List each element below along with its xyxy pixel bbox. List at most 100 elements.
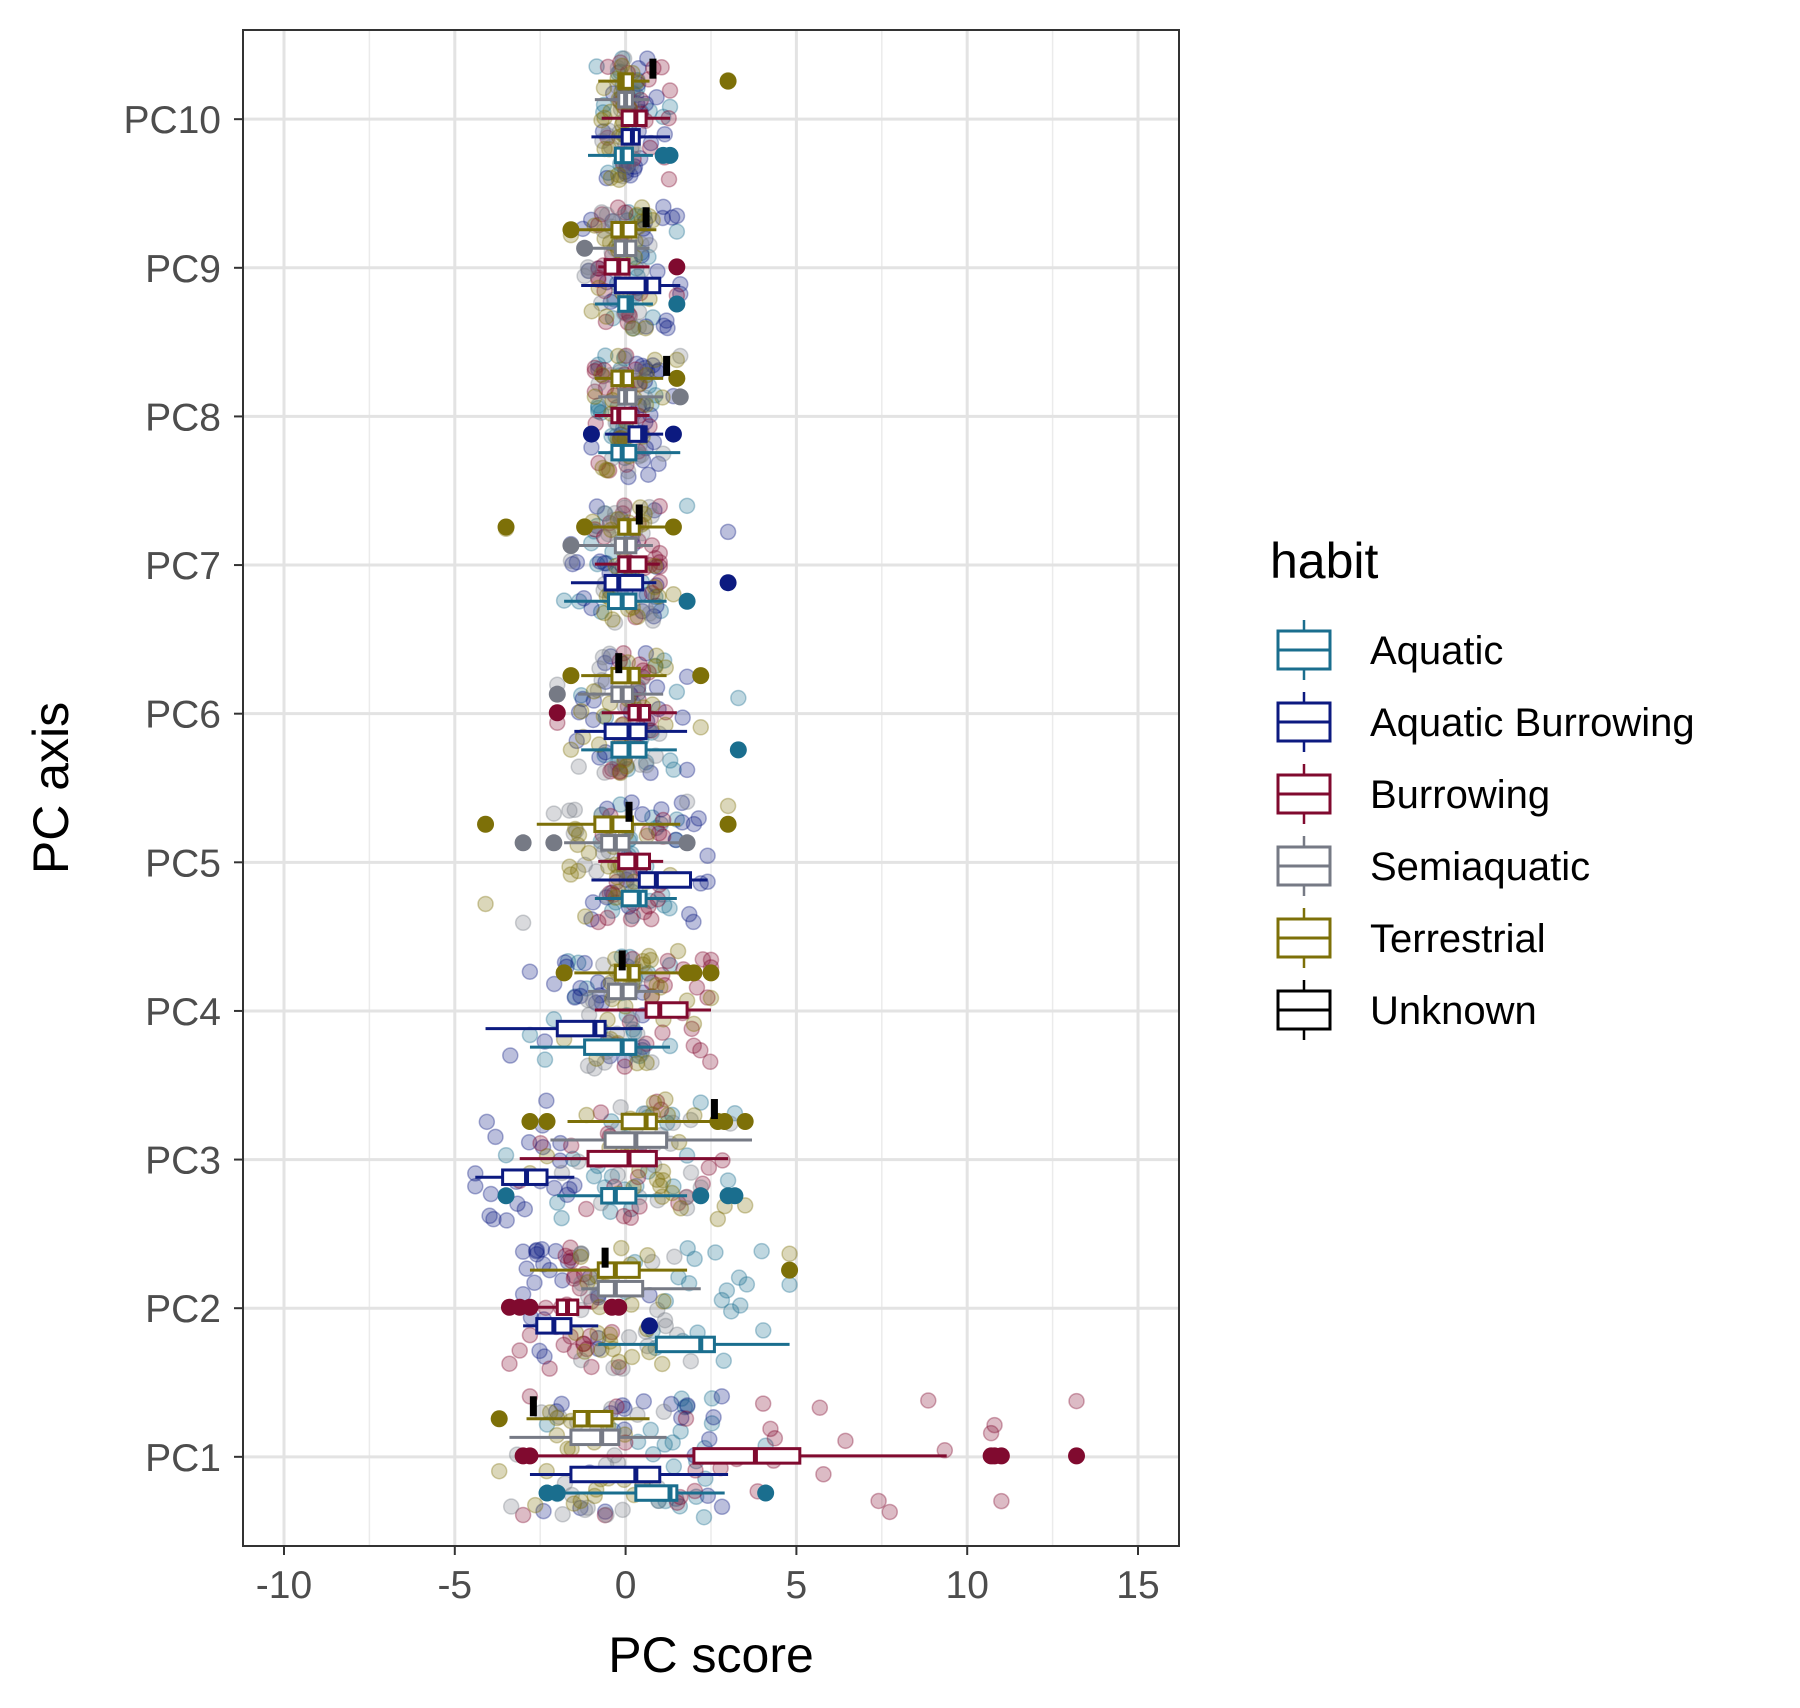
jitter-point [654, 209, 671, 227]
jitter-point [656, 1311, 674, 1329]
box-aquatic [538, 1484, 775, 1502]
unknown-box [615, 653, 623, 674]
jitter-point [738, 1276, 756, 1293]
jitter-point [661, 900, 678, 917]
jitter-point [676, 1398, 694, 1416]
jitter-point [611, 763, 629, 780]
jitter-point [653, 801, 670, 818]
jitter-point [815, 1466, 832, 1483]
outlier-point [548, 704, 566, 722]
y-tick-label: PC8 [145, 396, 221, 439]
jitter-point [622, 910, 640, 928]
outlier-point [736, 1112, 754, 1130]
jitter-point [643, 910, 660, 928]
jitter-point [590, 279, 607, 297]
jitter-point [620, 204, 637, 221]
outlier-point [668, 369, 686, 387]
jitter-point [563, 1252, 580, 1270]
jitter-point [713, 1388, 731, 1405]
jitter-point [665, 761, 682, 778]
jitter-point [576, 267, 593, 285]
jitter-point [707, 1244, 724, 1261]
jitter-point [699, 873, 716, 891]
jitter-point [545, 805, 563, 822]
jitter-point [578, 1340, 596, 1358]
x-tick-label: 15 [1116, 1564, 1159, 1607]
jitter-point [603, 902, 621, 920]
jitter-point [672, 347, 689, 365]
jitter-point [562, 1239, 579, 1256]
jitter-point [603, 427, 620, 445]
jitter-point [679, 1239, 696, 1257]
outlier-point [729, 741, 747, 759]
jitter-point [604, 309, 622, 327]
jitter-point [652, 1177, 669, 1195]
jitter-point [623, 317, 641, 335]
jitter-point [637, 645, 655, 662]
jitter-point [617, 998, 634, 1015]
jitter-point [593, 366, 610, 384]
jitter-point [642, 951, 660, 969]
jitter-point [624, 320, 642, 337]
unknown-box [710, 1099, 718, 1120]
box-iqr [603, 573, 645, 592]
legend-label: Burrowing [1370, 773, 1550, 817]
jitter-point [608, 868, 626, 886]
jitter-point [590, 356, 607, 373]
jitter-point [509, 1195, 526, 1213]
jitter-point [521, 963, 539, 980]
jitter-point [685, 1015, 703, 1033]
y-tick-label: PC10 [123, 99, 221, 142]
jitter-point [497, 1146, 515, 1164]
jitter-point [610, 171, 628, 189]
jitter-point [666, 1248, 683, 1265]
outlier-point [719, 72, 737, 90]
jitter-point [622, 1209, 640, 1227]
jitter-point [570, 1153, 587, 1170]
jitter-point [572, 979, 589, 997]
jitter-point [682, 1164, 700, 1181]
jitter-point [590, 913, 607, 931]
jitter-point [570, 703, 588, 721]
legend-title: habit [1270, 533, 1379, 589]
outlier-point [562, 221, 580, 239]
box-aquatic-burrowing [529, 1465, 729, 1484]
jitter-point [668, 351, 686, 369]
box-aquatic [598, 1335, 790, 1354]
jitter-point [526, 1496, 544, 1514]
jitter-point [648, 1171, 666, 1189]
outlier-point [992, 1447, 1010, 1465]
jitter-point [580, 262, 598, 280]
jitter-point [678, 1199, 696, 1217]
box-semiaquatic [588, 982, 664, 1001]
box-burrowing [601, 109, 671, 127]
jitter-point [638, 827, 656, 845]
unknown-box [635, 504, 643, 525]
jitter-point [646, 657, 664, 675]
jitter-point [668, 207, 686, 225]
box-aquatic [581, 741, 747, 759]
jitter-point [579, 1499, 596, 1517]
jitter-point [478, 1113, 496, 1131]
jitter-point [548, 1427, 566, 1444]
jitter-point [659, 952, 677, 970]
jitter-point [599, 909, 616, 927]
jitter-point [606, 504, 624, 522]
jitter-point [576, 856, 594, 874]
jitter-point [534, 1138, 552, 1156]
outlier-point [719, 815, 737, 833]
x-tick-label: -10 [256, 1564, 312, 1607]
y-tick-label: PC9 [145, 248, 221, 291]
jitter-point [615, 1207, 633, 1225]
jitter-point [620, 1328, 638, 1346]
y-tick-label: PC3 [145, 1140, 221, 1183]
jitter-point [647, 747, 664, 765]
jitter-point [641, 1343, 658, 1361]
jitter-point [692, 1042, 709, 1059]
jitter-point [637, 318, 655, 335]
jitter-point [574, 728, 592, 746]
jitter-point [718, 1282, 736, 1299]
jitter-point [553, 1395, 570, 1413]
jitter-point [643, 1054, 660, 1071]
jitter-point [719, 797, 737, 815]
